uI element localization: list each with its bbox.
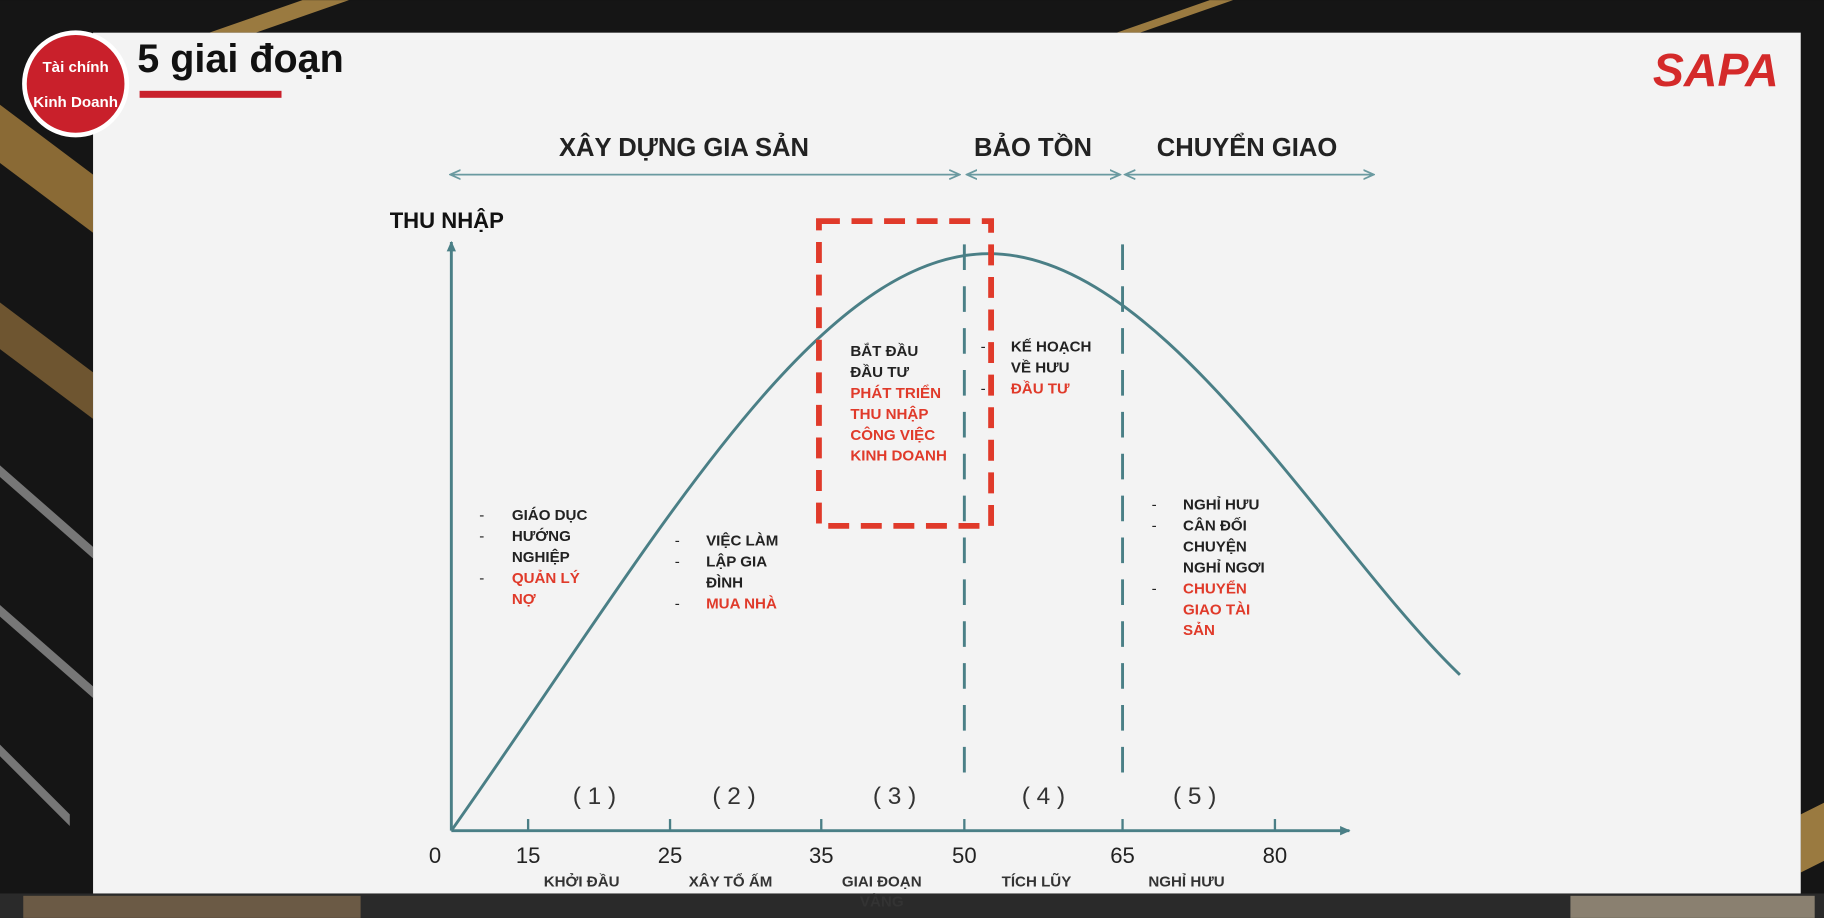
y-axis-label: THU NHẬP	[390, 208, 504, 233]
stage-item: NGHỈ NGƠI	[1183, 559, 1265, 576]
stage-item: GIAO TÀI	[1183, 601, 1250, 618]
stage-item: MUA NHÀ	[706, 595, 777, 612]
stage-number: ( 1 )	[573, 783, 616, 810]
bullet: -	[1152, 518, 1157, 535]
x-tick-label: 25	[658, 843, 683, 868]
bullet: -	[675, 533, 680, 550]
title-underline	[139, 90, 282, 98]
stage-number: ( 2 )	[712, 783, 755, 810]
stage-item: SẢN	[1183, 622, 1215, 639]
bullet: -	[1152, 580, 1157, 597]
slide	[93, 32, 1801, 894]
phase-label: BẢO TỒN	[974, 132, 1092, 162]
bullet: -	[675, 595, 680, 612]
stage-name: VÀNG	[860, 893, 904, 910]
stage-item: ĐẦU TƯ	[850, 364, 909, 381]
stage-number: ( 5 )	[1173, 783, 1216, 810]
stage-item: GIÁO DỤC	[512, 507, 588, 524]
stage-item: CHUYỆN	[1183, 537, 1247, 555]
stage-item: HƯỚNG	[512, 527, 571, 545]
stage-item: NGHỈ HƯU	[1183, 497, 1259, 514]
x-tick-label: 65	[1110, 843, 1135, 868]
stage-number: ( 4 )	[1022, 783, 1065, 810]
stage-item: ĐẦU TƯ	[1011, 380, 1070, 397]
stage-item: NGHIỆP	[512, 548, 570, 566]
x-tick-label: 35	[809, 843, 834, 868]
thumbnail	[1570, 895, 1815, 918]
stage-name: KHỞI ĐẦU	[544, 873, 620, 891]
stage-item: ĐÌNH	[706, 575, 743, 592]
stage-name: NGHỈ HƯU	[1148, 874, 1224, 891]
stage-item: QUẢN LÝ	[512, 569, 580, 587]
phase-label: XÂY DỰNG GIA SẢN	[559, 132, 809, 162]
stage-name: XÂY TỔ ẤM	[689, 873, 773, 891]
income-curve	[450, 252, 1461, 832]
x-tick-label: 15	[516, 843, 541, 868]
stage-item: VIỆC LÀM	[706, 532, 778, 550]
x-tick-label: 80	[1263, 843, 1288, 868]
bullet: -	[675, 554, 680, 571]
bullet: -	[981, 380, 986, 397]
logo-left-text: Tài chính	[42, 59, 108, 76]
stage-item: NỢ	[512, 591, 536, 608]
bullet: -	[981, 338, 986, 355]
stage-item: VỀ HƯU	[1011, 359, 1070, 376]
stage-item: KẾ HOẠCH	[1011, 338, 1092, 355]
stage-item: PHÁT TRIỂN	[850, 384, 941, 402]
bullet: -	[1152, 497, 1157, 514]
x-tick-label: 0	[429, 843, 441, 868]
title: 5 giai đoạn	[137, 37, 344, 81]
stage-item: KINH DOANH	[850, 448, 947, 465]
stage-number: ( 3 )	[873, 783, 916, 810]
logo-left-text: Kinh Doanh	[33, 94, 118, 111]
stage-name: GIAI ĐOẠN	[842, 874, 922, 891]
x-tick-label: 50	[952, 843, 977, 868]
stage-item: LẬP GIA	[706, 553, 767, 571]
stage-item: THU NHẬP	[850, 405, 928, 423]
logo-left	[22, 30, 130, 138]
phase-label: CHUYỂN GIAO	[1157, 133, 1337, 162]
stage-item: CÂN ĐỐI	[1183, 517, 1247, 535]
stage-item: BẮT ĐẦU	[850, 342, 918, 360]
stage-item: CHUYỂN	[1183, 579, 1247, 597]
bullet: -	[479, 570, 484, 587]
thumbnail	[23, 895, 361, 918]
logo-right: SAPA	[1653, 44, 1779, 96]
highlight-box	[816, 218, 995, 529]
bullet: -	[479, 507, 484, 524]
stage-name: TÍCH LŨY	[1002, 873, 1072, 891]
gold-stripes	[0, 0, 1824, 873]
stage-item: CÔNG VIỆC	[850, 426, 935, 444]
bullet: -	[479, 528, 484, 545]
